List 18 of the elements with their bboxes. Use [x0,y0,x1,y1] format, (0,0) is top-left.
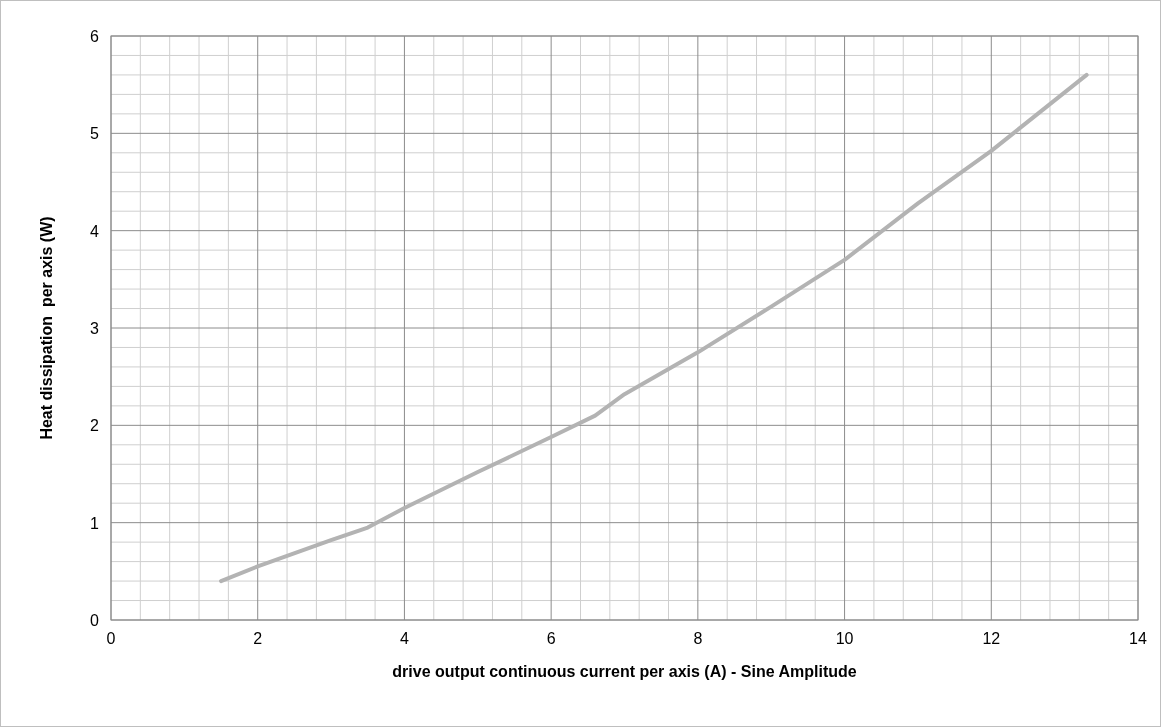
x-tick-label: 6 [546,630,556,647]
y-tick-label: 1 [90,514,100,532]
x-tick-label: 12 [982,630,1001,647]
y-tick-label: 4 [90,222,100,240]
x-tick-label: 10 [835,630,854,647]
line-series [219,72,1089,584]
y-tick-label: 6 [90,28,100,45]
x-tick-label: 4 [399,630,409,647]
y-tick-label: 2 [90,417,100,435]
y-axis-title: Heat dissipation per axis (W) [38,216,55,440]
x-tick-label: 2 [253,630,263,647]
y-tick-label: 3 [90,320,100,337]
x-tick-label: 0 [106,630,116,647]
x-axis-title: drive output continuous current per axis (A) - Sine Amplitude [392,663,857,680]
x-tick-label: 14 [1129,630,1147,647]
y-tick-label: 0 [90,612,100,629]
y-tick-label: 5 [90,125,100,143]
x-tick-label: 8 [693,630,703,647]
